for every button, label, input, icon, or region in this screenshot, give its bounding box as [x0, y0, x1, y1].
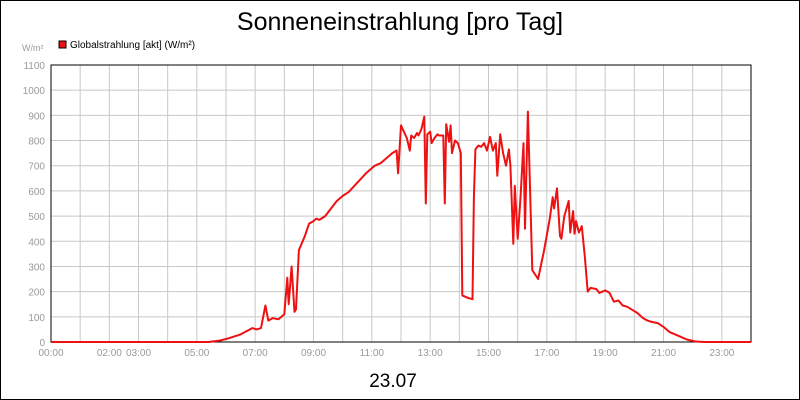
y-tick-label: 200 [28, 288, 45, 299]
y-tick-label: 700 [28, 162, 45, 173]
x-tick-label: 05:00 [184, 348, 209, 359]
y-axis-unit: W/m² [22, 43, 44, 53]
plot-border [50, 64, 752, 343]
x-tick-label: 17:00 [534, 348, 559, 359]
x-tick-label: 19:00 [593, 348, 618, 359]
x-tick-label: 21:00 [651, 348, 676, 359]
y-tick-label: 100 [28, 313, 45, 324]
x-tick-label: 03:00 [126, 348, 151, 359]
y-tick-label: 800 [28, 137, 45, 148]
grid-lines [51, 64, 751, 343]
series-line-globalstrahlung [51, 110, 751, 343]
y-tick-label: 1000 [23, 86, 46, 97]
y-tick-label: 500 [28, 212, 45, 223]
x-tick-label: 00:00 [38, 348, 63, 359]
x-tick-label: 23:00 [709, 348, 734, 359]
x-tick-label: 02:00 [97, 348, 122, 359]
x-axis-ticks: 00:00 02:00 03:00 05:00 07:00 09:00 11:00 13:00… [38, 348, 734, 359]
y-tick-label: 0 [39, 338, 45, 349]
y-tick-label: 300 [28, 262, 45, 273]
chart-title: Sonneneinstrahlung [pro Tag] [237, 8, 563, 36]
y-tick-label: 900 [28, 111, 45, 122]
y-axis-ticks: 0 100 200 300 400 500 600 700 800 900 1000 1100 [23, 61, 46, 349]
x-tick-label: 13:00 [418, 348, 443, 359]
legend-label: Globalstrahlung [akt] (W/m²) [70, 40, 195, 51]
x-tick-label: 09:00 [301, 348, 326, 359]
legend-swatch [58, 40, 67, 49]
y-tick-label: 600 [28, 187, 45, 198]
date-label: 23.07 [369, 371, 417, 392]
x-tick-label: 11:00 [360, 348, 385, 359]
y-tick-label: 400 [28, 237, 45, 248]
y-tick-label: 1100 [23, 61, 45, 72]
x-tick-label: 07:00 [243, 348, 268, 359]
x-tick-label: 15:00 [476, 348, 501, 359]
